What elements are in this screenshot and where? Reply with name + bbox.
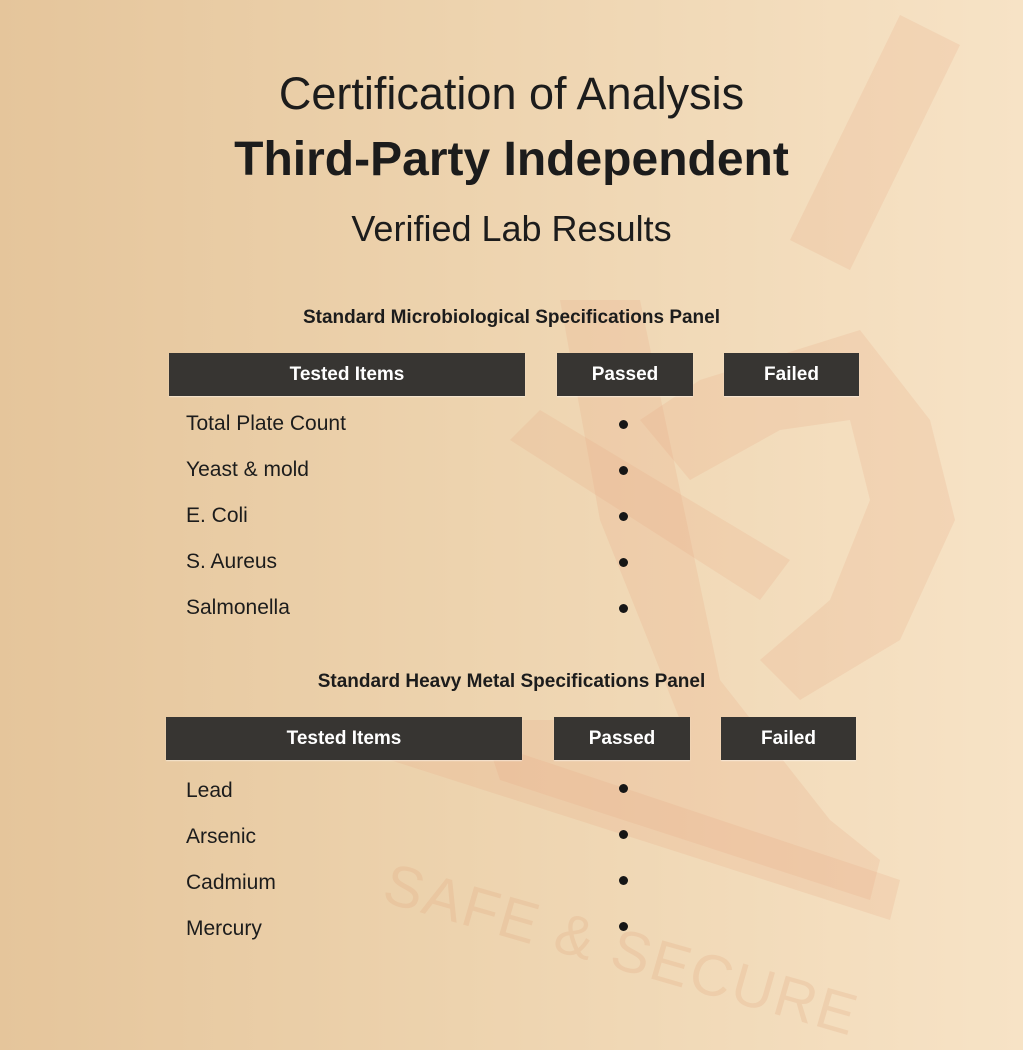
passed-dot-icon bbox=[619, 466, 628, 475]
passed-dot-icon bbox=[619, 558, 628, 567]
subtitle: Third-Party Independent bbox=[234, 133, 789, 186]
passed-dot-icon bbox=[619, 830, 628, 839]
tagline: Verified Lab Results bbox=[351, 208, 672, 249]
column-header-tested-items: Tested Items bbox=[166, 717, 522, 760]
panel-title: Standard Heavy Metal Specifications Pane… bbox=[317, 671, 706, 692]
table-row: Salmonella bbox=[186, 596, 290, 619]
table-row: Arsenic bbox=[186, 825, 257, 848]
column-header-failed: Failed bbox=[724, 353, 859, 396]
passed-dot-icon bbox=[619, 420, 628, 429]
table-row: Total Plate Count bbox=[186, 412, 346, 435]
table-row: E. Coli bbox=[186, 504, 248, 527]
title: Certification of Analysis bbox=[278, 68, 745, 119]
passed-dot-icon bbox=[619, 604, 628, 613]
column-header-passed: Passed bbox=[557, 353, 693, 396]
column-header-tested-items: Tested Items bbox=[169, 353, 525, 396]
passed-dot-icon bbox=[619, 512, 628, 521]
passed-dot-icon bbox=[619, 922, 628, 931]
table-row: Cadmium bbox=[186, 871, 276, 894]
table-row: S. Aureus bbox=[186, 550, 278, 573]
table-row: Mercury bbox=[186, 917, 262, 940]
column-header-failed: Failed bbox=[721, 717, 856, 760]
panel-title: Standard Microbiological Specifications … bbox=[302, 307, 721, 328]
table-row: Yeast & mold bbox=[186, 458, 309, 481]
table-row: Lead bbox=[186, 779, 233, 802]
column-header-passed: Passed bbox=[554, 717, 690, 760]
passed-dot-icon bbox=[619, 784, 628, 793]
passed-dot-icon bbox=[619, 876, 628, 885]
